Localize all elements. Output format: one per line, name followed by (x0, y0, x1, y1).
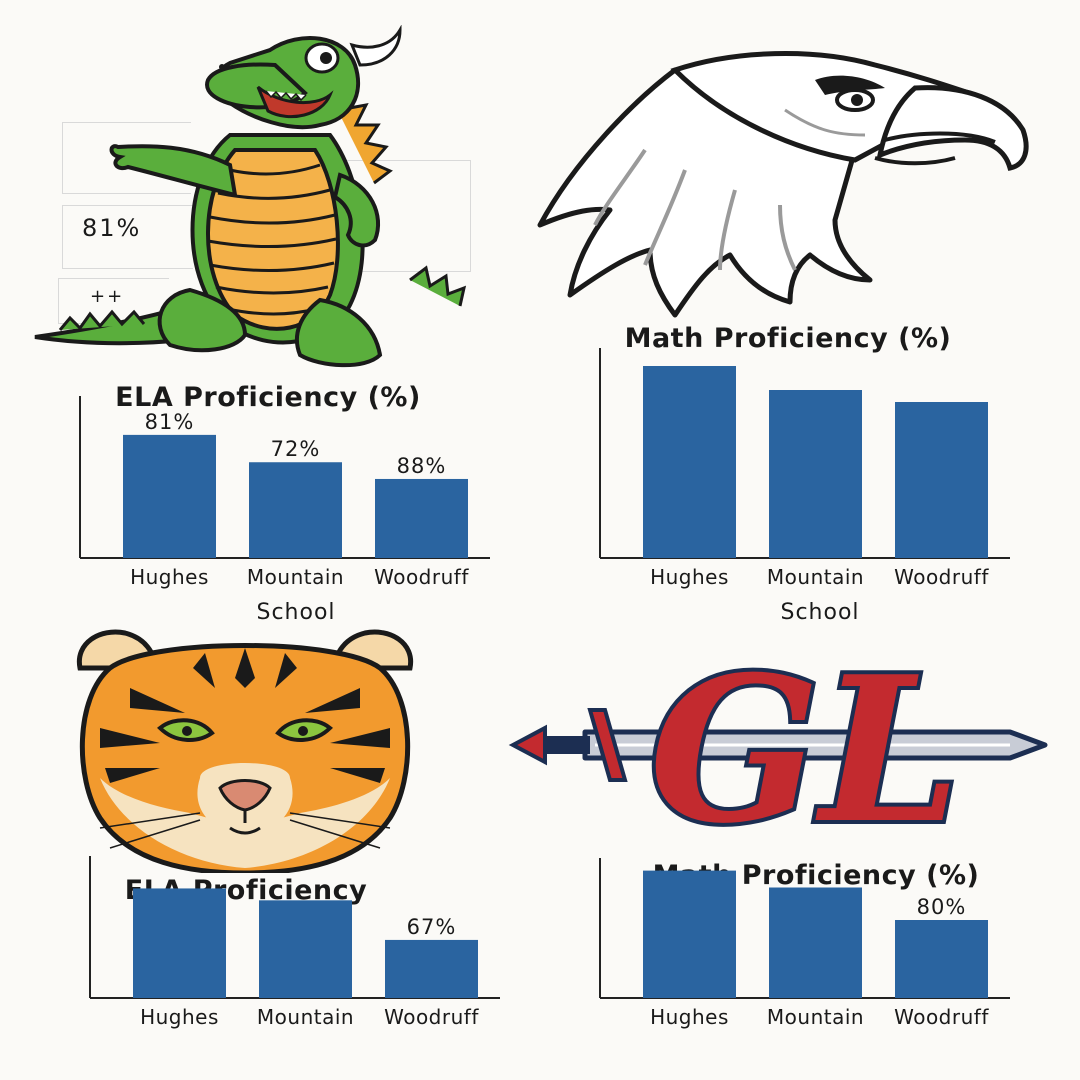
bar-woodruff (895, 402, 988, 558)
bar-chart-ela-top: 81% Hughes 72% Mountain 88% Woodruff (79, 396, 490, 589)
bar-hughes (643, 870, 736, 998)
bar-hughes (133, 888, 226, 998)
bar-chart-math-bottom: Hughes Mountain 80% Woodruff (599, 858, 1010, 1029)
bar-chart-ela-bottom: Hughes Mountain 67% Woodruff (89, 856, 500, 1029)
fragment-symbol: ++ (90, 286, 125, 307)
tiger-mascot (76, 629, 414, 873)
data-label: 81% (145, 410, 195, 434)
x-tick-label: Mountain (767, 1005, 864, 1029)
sword-logo: GL (508, 640, 1048, 840)
eagle-mascot (537, 51, 1029, 318)
x-tick-label: Hughes (140, 1005, 219, 1029)
x-tick-label: Woodruff (894, 1005, 989, 1029)
data-label: 67% (407, 915, 457, 939)
x-tick-label: Mountain (247, 565, 344, 589)
bar-mountain (769, 887, 862, 998)
x-axis-label: School (780, 600, 860, 625)
x-tick-label: Woodruff (384, 1005, 479, 1029)
data-label: 72% (271, 437, 321, 461)
bar-mountain (249, 462, 342, 558)
bar-woodruff (895, 920, 988, 998)
data-label: 80% (917, 895, 967, 919)
bar-mountain (769, 390, 862, 558)
bar-chart-math-top: Hughes Mountain Woodruff (599, 348, 1010, 589)
x-tick-label: Woodruff (374, 565, 469, 589)
bar-hughes (123, 434, 216, 558)
x-tick-label: Hughes (130, 565, 209, 589)
table-fragment (62, 122, 191, 194)
logo-letters: GL (649, 640, 960, 840)
fragment-value: 81% (82, 214, 142, 242)
bar-hughes (643, 366, 736, 558)
alligator-mascot (34, 25, 467, 368)
table-fragment (62, 205, 193, 269)
bar-woodruff (385, 939, 478, 998)
x-tick-label: Woodruff (894, 565, 989, 589)
bar-woodruff (375, 478, 468, 558)
x-tick-label: Mountain (257, 1005, 354, 1029)
bar-mountain (259, 900, 352, 998)
x-tick-label: Mountain (767, 565, 864, 589)
x-axis-label: School (256, 600, 336, 625)
x-tick-label: Hughes (650, 565, 729, 589)
chart-title: ELA Proficiency (%) (115, 382, 421, 413)
x-tick-label: Hughes (650, 1005, 729, 1029)
data-label: 88% (397, 454, 447, 478)
table-fragment (340, 160, 471, 272)
chart-title: Math Proficiency (%) (624, 323, 952, 354)
